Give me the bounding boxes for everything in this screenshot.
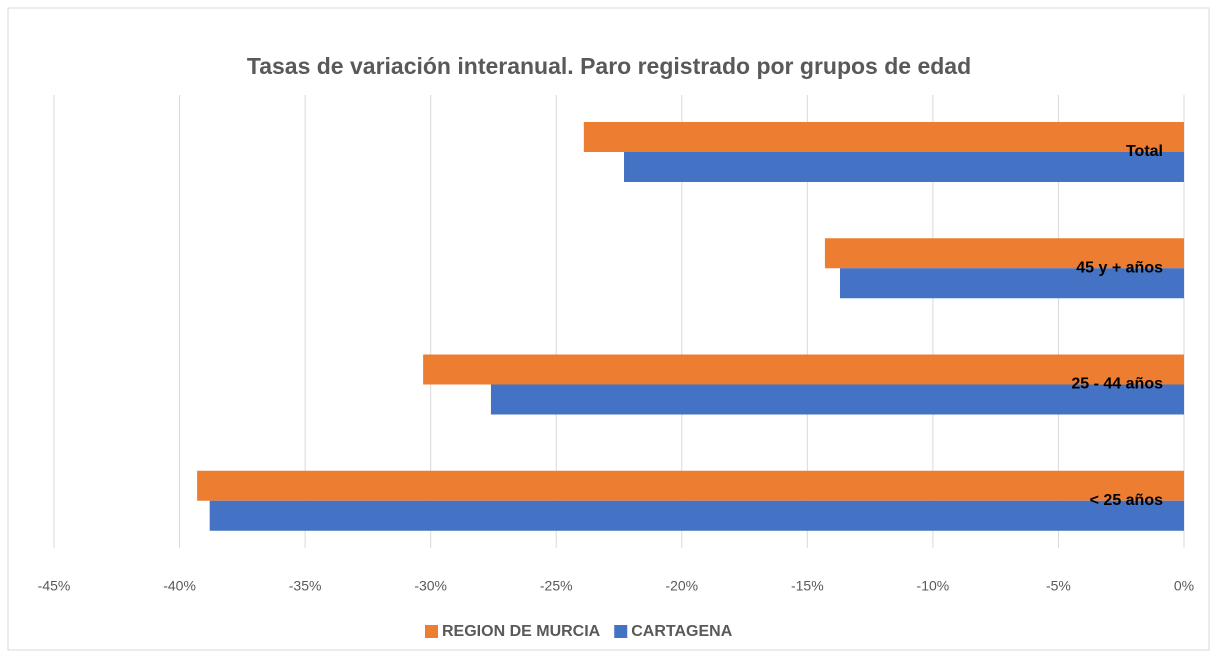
chart-border xyxy=(7,7,1210,651)
legend-swatch xyxy=(614,625,628,638)
bar xyxy=(624,152,1184,182)
category-label: 25 - 44 años xyxy=(1071,376,1163,393)
legend-label: CARTAGENA xyxy=(631,623,732,640)
x-tick-label: -30% xyxy=(414,578,447,594)
x-tick-label: -45% xyxy=(38,578,71,594)
x-tick-label: -35% xyxy=(289,578,322,594)
bar xyxy=(423,354,1185,385)
bar xyxy=(839,268,1184,299)
x-tick-label: -25% xyxy=(540,578,573,594)
x-tick-label: -40% xyxy=(163,578,196,594)
x-tick-label: -5% xyxy=(1046,578,1071,594)
x-tick-label: -10% xyxy=(917,578,950,594)
category-label: Total xyxy=(1126,143,1163,160)
chart-title: Tasas de variación interanual. Paro regi… xyxy=(247,53,971,79)
category-label: < 25 años xyxy=(1090,492,1163,509)
bar xyxy=(824,238,1184,269)
legend-swatch xyxy=(425,625,438,638)
x-tick-label: -20% xyxy=(665,578,698,594)
x-tick-label: -15% xyxy=(791,578,824,594)
bar xyxy=(583,122,1184,152)
category-label: 45 y + años xyxy=(1076,259,1163,276)
legend-label: REGION DE MURCIA xyxy=(442,623,601,640)
bar xyxy=(209,500,1184,531)
x-tick-label: 0% xyxy=(1174,578,1194,594)
bar xyxy=(490,384,1184,415)
bar xyxy=(197,470,1185,501)
